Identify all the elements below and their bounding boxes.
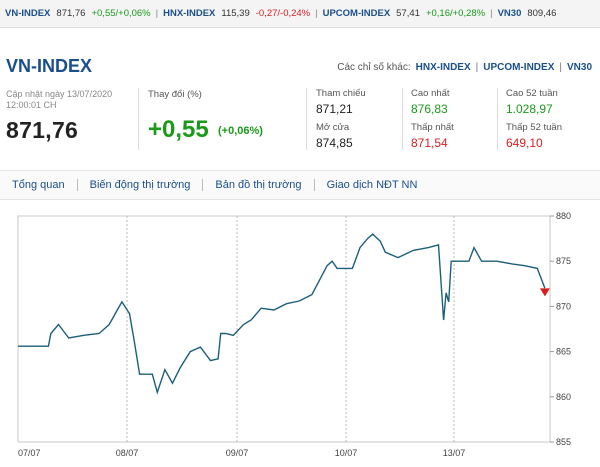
x-tick-label: 13/07: [443, 448, 466, 458]
section-tabs: Tổng quan Biến động thị trường Bản đồ th…: [0, 170, 600, 200]
other-indices-nav: Các chỉ số khác: HNX-INDEX | UPCOM-INDEX…: [337, 62, 592, 73]
stat-value: 876,83: [411, 102, 448, 116]
summary-divider: [497, 88, 498, 150]
ticker-item-upcomindex[interactable]: UPCOM-INDEX 57,41 +0,16/+0,28%: [318, 8, 491, 19]
x-tick-label: 09/07: [226, 448, 249, 458]
stat-label: Tham chiếu: [316, 88, 366, 99]
stat-value: 871,54: [411, 136, 448, 150]
other-indices-label: Các chỉ số khác:: [337, 62, 411, 73]
tab-divider: [202, 179, 204, 191]
link-hnx-index[interactable]: HNX-INDEX: [415, 62, 471, 73]
y-tick-label: 855: [556, 437, 571, 447]
ticker-value: 809,46: [527, 8, 557, 19]
ticker-value: 871,76: [56, 8, 86, 19]
ticker-divider: |: [490, 8, 493, 19]
ticker-divider: |: [155, 8, 159, 19]
chart-svg[interactable]: 07/07 08/07 09/07 10/07 13/07 855 860 865 870 875…: [0, 208, 600, 467]
ticker-name: VN30: [497, 8, 522, 19]
x-tick-label: 08/07: [116, 448, 139, 458]
change-value: +0,55: [148, 116, 209, 143]
y-tick-label: 880: [556, 211, 571, 221]
stat-open: Mở cửa 874,85: [316, 122, 353, 150]
summary-divider: [306, 88, 307, 150]
ticker-name: HNX-INDEX: [163, 8, 216, 19]
divider: |: [475, 62, 479, 73]
page-title: VN-INDEX: [6, 56, 93, 76]
summary-divider: [402, 88, 403, 150]
stat-value: 1.028,97: [506, 102, 553, 116]
stat-value: 874,85: [316, 136, 353, 150]
stat-high-52w: Cao 52 tuần 1.028,97: [506, 88, 558, 116]
tab-market-map[interactable]: Bản đồ thị trường: [215, 179, 302, 191]
x-tick-label: 07/07: [18, 448, 41, 458]
stat-value: 649,10: [506, 136, 543, 150]
ticker-change: -0,27/-0,24%: [255, 8, 311, 19]
index-header: VN-INDEX Các chỉ số khác: HNX-INDEX | UP…: [0, 52, 600, 82]
stat-high: Cao nhất 876,83: [411, 88, 450, 116]
intraday-chart[interactable]: 07/07 08/07 09/07 10/07 13/07 855 860 865 870 875…: [0, 208, 600, 467]
stat-label: Thấp 52 tuần: [506, 122, 562, 133]
chart-frame: [17, 215, 551, 443]
ticker-change: +0,16/+0,28%: [425, 8, 486, 19]
updated-time: 12:00:01 CH: [6, 100, 57, 110]
y-tick-label: 870: [556, 301, 571, 311]
y-tick-label: 875: [556, 256, 571, 266]
ticker-change: +0,55/+0,06%: [91, 8, 151, 19]
down-arrow-icon: [539, 288, 550, 297]
ticker-value: 57,41: [396, 8, 420, 19]
divider: |: [559, 62, 562, 73]
stat-value: 871,21: [316, 102, 353, 116]
tab-overview[interactable]: Tổng quan: [12, 179, 65, 191]
y-tick-label: 860: [556, 392, 571, 402]
change-percent: (+0,06%): [218, 125, 263, 137]
stat-reference: Tham chiếu 871,21: [316, 88, 366, 116]
y-tick-label: 865: [556, 347, 571, 357]
x-tick-label: 10/07: [335, 448, 358, 458]
current-price: 871,76: [6, 117, 79, 143]
tab-market-movement[interactable]: Biến động thị trường: [89, 179, 191, 191]
index-summary: Cập nhật ngày 13/07/2020 12:00:01 CH 871…: [0, 86, 600, 154]
stat-label: Cao nhất: [411, 88, 450, 99]
updated-date: Cập nhật ngày 13/07/2020: [6, 89, 113, 99]
stat-label: Mở cửa: [316, 122, 350, 133]
tab-divider: [313, 179, 315, 191]
summary-divider: [138, 88, 139, 150]
link-vn30[interactable]: VN30: [566, 62, 592, 73]
ticker-item-vn30[interactable]: VN30 809,46: [493, 8, 568, 19]
stat-low-52w: Thấp 52 tuần 649,10: [506, 122, 562, 150]
link-upcom-index[interactable]: UPCOM-INDEX: [483, 62, 555, 73]
ticker-name: VN-INDEX: [5, 8, 51, 19]
change-label: Thay đổi (%): [148, 89, 202, 100]
stat-label: Cao 52 tuần: [506, 88, 558, 99]
ticker-item-hnxindex[interactable]: HNX-INDEX 115,39 -0,27/-0,24%: [158, 8, 315, 19]
ticker-item-vnindex[interactable]: VN-INDEX 871,76 +0,55/+0,06%: [0, 8, 156, 19]
tab-foreign-trading[interactable]: Giao dịch NĐT NN: [326, 179, 418, 191]
stat-low: Thấp nhất 871,54: [411, 122, 454, 150]
price-line: [18, 233, 546, 395]
ticker-divider: |: [315, 8, 318, 19]
tab-divider: [76, 179, 78, 191]
ticker-value: 115,39: [221, 8, 250, 19]
ticker-name: UPCOM-INDEX: [322, 8, 391, 19]
stat-label: Thấp nhất: [411, 122, 454, 133]
index-ticker-bar: VN-INDEX 871,76 +0,55/+0,06% | HNX-INDEX…: [0, 0, 600, 28]
